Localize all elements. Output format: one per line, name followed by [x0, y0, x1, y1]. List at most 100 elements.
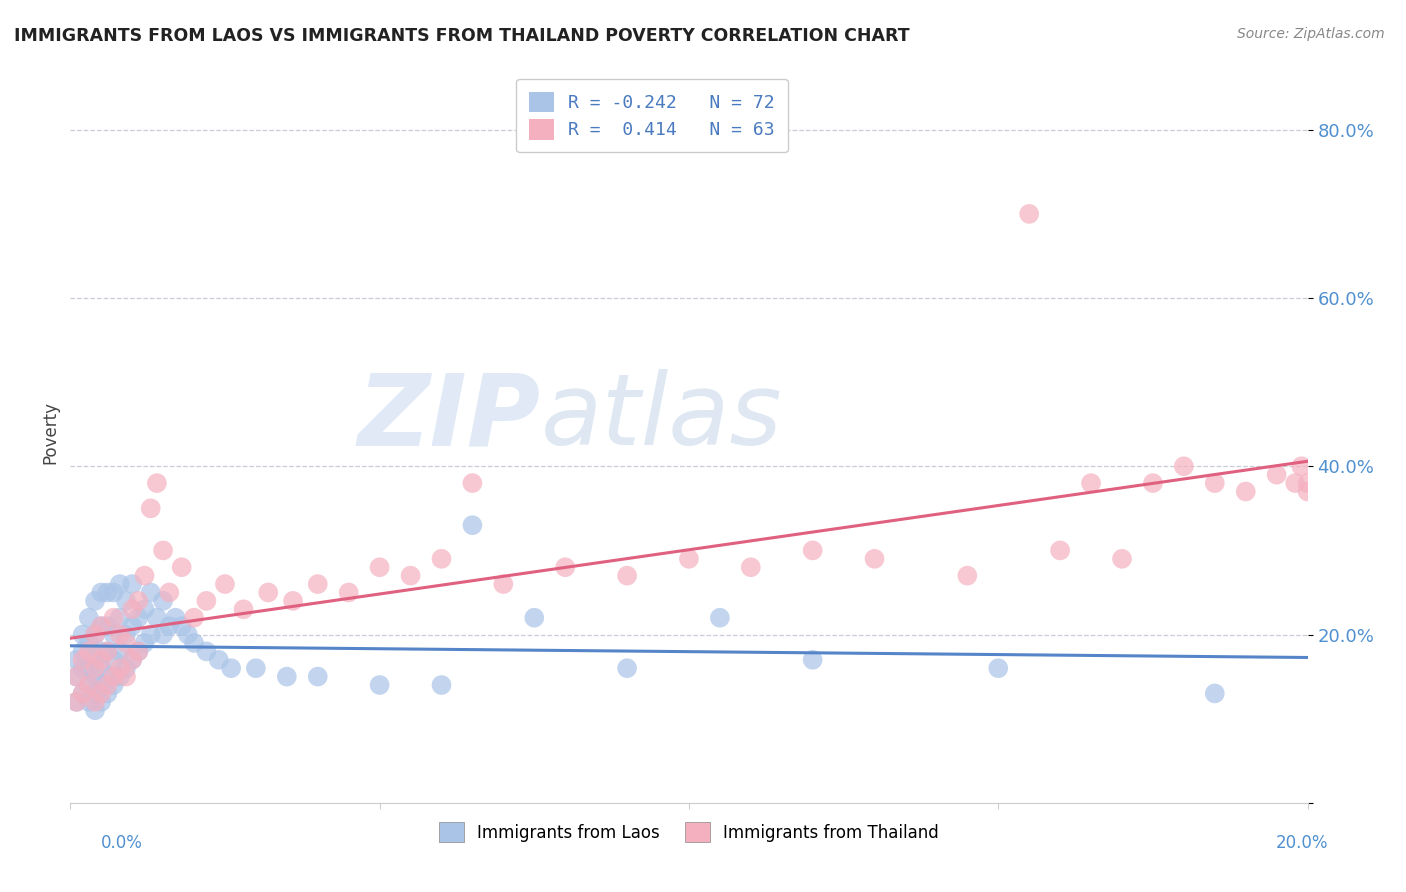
Point	[152, 543, 174, 558]
Point	[77, 661, 100, 675]
Point	[157, 619, 180, 633]
Point	[195, 594, 218, 608]
Point	[1291, 459, 1313, 474]
Point	[134, 568, 156, 582]
Point	[90, 686, 112, 700]
Point	[232, 602, 254, 616]
Point	[1111, 551, 1133, 566]
Point	[84, 661, 107, 675]
Point	[77, 610, 100, 624]
Point	[96, 686, 118, 700]
Point	[84, 703, 107, 717]
Point	[121, 577, 143, 591]
Point	[84, 670, 107, 684]
Point	[1018, 207, 1040, 221]
Point	[96, 644, 118, 658]
Point	[103, 610, 125, 624]
Point	[987, 661, 1010, 675]
Point	[307, 577, 329, 591]
Text: atlas: atlas	[540, 369, 782, 467]
Point	[170, 619, 193, 633]
Y-axis label: Poverty: Poverty	[41, 401, 59, 464]
Point	[146, 610, 169, 624]
Point	[801, 653, 824, 667]
Point	[84, 627, 107, 641]
Point	[103, 670, 125, 684]
Point	[1234, 484, 1257, 499]
Point	[257, 585, 280, 599]
Point	[616, 568, 638, 582]
Point	[1173, 459, 1195, 474]
Point	[430, 678, 453, 692]
Point	[554, 560, 576, 574]
Point	[90, 653, 112, 667]
Point	[523, 610, 546, 624]
Point	[678, 551, 700, 566]
Point	[77, 695, 100, 709]
Point	[461, 518, 484, 533]
Point	[139, 585, 162, 599]
Point	[72, 686, 94, 700]
Point	[1296, 476, 1319, 491]
Point	[90, 678, 112, 692]
Point	[84, 653, 107, 667]
Point	[368, 560, 391, 574]
Point	[90, 585, 112, 599]
Point	[1080, 476, 1102, 491]
Point	[127, 644, 149, 658]
Point	[115, 636, 138, 650]
Point	[152, 627, 174, 641]
Point	[84, 686, 107, 700]
Point	[127, 610, 149, 624]
Point	[65, 670, 87, 684]
Point	[134, 602, 156, 616]
Point	[1204, 686, 1226, 700]
Point	[214, 577, 236, 591]
Point	[492, 577, 515, 591]
Point	[72, 661, 94, 675]
Point	[1284, 476, 1306, 491]
Point	[139, 501, 162, 516]
Point	[368, 678, 391, 692]
Point	[127, 594, 149, 608]
Point	[72, 627, 94, 641]
Point	[96, 585, 118, 599]
Point	[72, 653, 94, 667]
Point	[72, 644, 94, 658]
Point	[709, 610, 731, 624]
Point	[399, 568, 422, 582]
Point	[96, 670, 118, 684]
Point	[108, 644, 131, 658]
Point	[103, 585, 125, 599]
Legend: Immigrants from Laos, Immigrants from Thailand: Immigrants from Laos, Immigrants from Th…	[430, 814, 948, 850]
Point	[96, 619, 118, 633]
Point	[84, 627, 107, 641]
Point	[77, 678, 100, 692]
Point	[219, 661, 242, 675]
Point	[208, 653, 231, 667]
Point	[177, 627, 200, 641]
Point	[103, 653, 125, 667]
Point	[183, 610, 205, 624]
Point	[276, 670, 298, 684]
Point	[115, 670, 138, 684]
Text: 20.0%: 20.0%	[1277, 834, 1329, 852]
Point	[77, 678, 100, 692]
Point	[1296, 484, 1319, 499]
Point	[183, 636, 205, 650]
Point	[115, 661, 138, 675]
Point	[1142, 476, 1164, 491]
Point	[103, 627, 125, 641]
Point	[77, 644, 100, 658]
Text: 0.0%: 0.0%	[101, 834, 143, 852]
Point	[65, 695, 87, 709]
Point	[245, 661, 267, 675]
Point	[157, 585, 180, 599]
Point	[103, 678, 125, 692]
Point	[121, 653, 143, 667]
Point	[127, 644, 149, 658]
Point	[146, 476, 169, 491]
Text: ZIP: ZIP	[357, 369, 540, 467]
Point	[1049, 543, 1071, 558]
Point	[90, 644, 112, 658]
